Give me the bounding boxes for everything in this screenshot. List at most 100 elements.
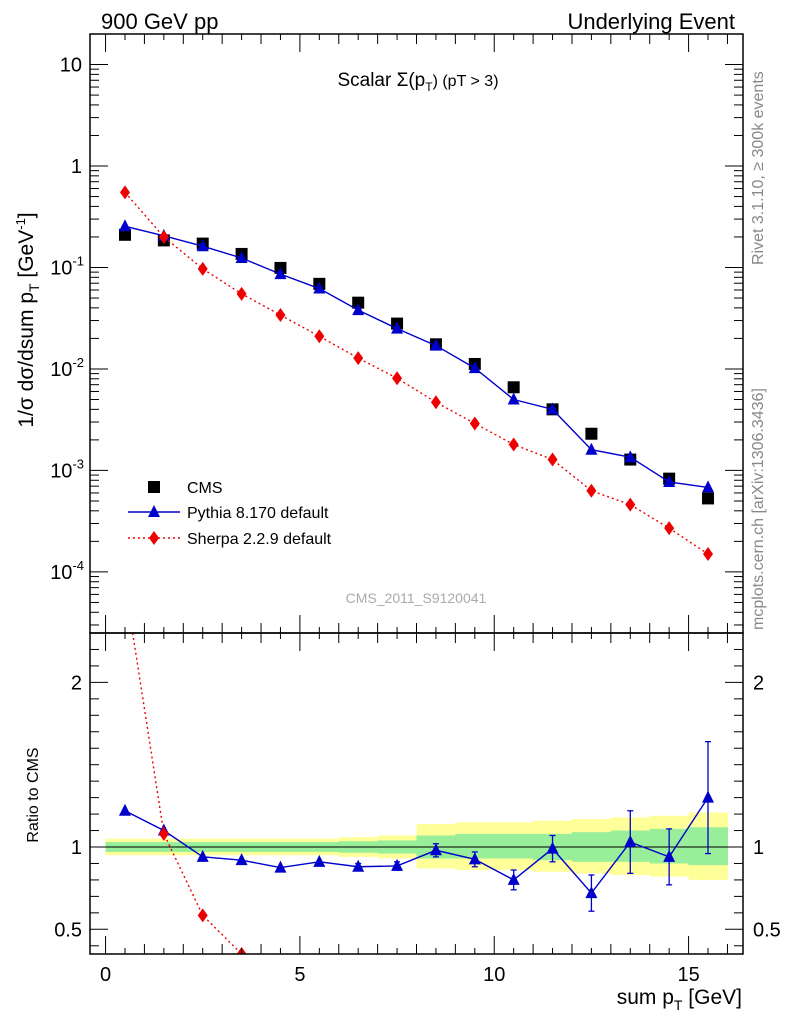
ratio-panel: 0.5 0.5 1 1 2 2 0 5 10 15 Ratio to CMS sum pT [G… [25, 577, 781, 1013]
xtick-label: 10 [483, 964, 505, 986]
data-point [197, 261, 208, 276]
data-point [429, 843, 442, 856]
legend-label: Sherpa 2.2.9 default [187, 531, 332, 548]
legend-label: CMS [187, 480, 223, 497]
ytick-label-right: 2 [753, 672, 764, 694]
data-point [352, 303, 365, 316]
xtick-label: 15 [677, 964, 699, 986]
data-point [120, 577, 130, 591]
data-point [585, 427, 598, 440]
header-right: Underlying Event [567, 9, 735, 34]
xlabel: sum pT [GeV] [617, 986, 742, 1013]
data-point [546, 841, 559, 854]
data-point [148, 505, 160, 517]
ratio-series [120, 577, 247, 954]
xtick-label: 5 [294, 964, 305, 986]
data-point [236, 286, 247, 301]
data-point [468, 361, 481, 374]
ytick-label: 10 [60, 55, 82, 77]
data-point [392, 371, 403, 386]
xtick-label: 0 [100, 964, 111, 986]
legend-label: Pythia 8.170 default [187, 505, 329, 522]
data-point [274, 860, 287, 873]
rivet-label: Rivet 3.1.10, ≥ 300k events [750, 71, 767, 265]
data-point [196, 239, 209, 252]
data-point [507, 872, 520, 885]
main-panel: 10-4 10-3 10-2 10-1 1 10 Scalar Σ(pT) (pT > 3… [13, 33, 744, 634]
ytick-label-right: 0.5 [753, 919, 781, 941]
data-point [625, 497, 636, 512]
legend: CMS Pythia 8.170 default Sherpa 2.2.9 defa… [128, 480, 332, 548]
series-line [124, 797, 709, 895]
data-point [148, 481, 160, 493]
data-point [235, 853, 248, 866]
data-point [508, 437, 519, 452]
data-point [546, 402, 559, 415]
data-point [547, 452, 558, 467]
ratio-ylabel: Ratio to CMS [25, 747, 42, 842]
data-point [702, 790, 715, 803]
data-point [313, 281, 326, 294]
band-green [494, 833, 534, 859]
ytick-label-right: 1 [753, 837, 764, 859]
ytick-label: 10-4 [50, 558, 84, 584]
ytick-label: 10-1 [50, 253, 84, 279]
main-ylabel: 1/σ dσ/dsum pT [GeV-1] [13, 212, 42, 427]
data-point [702, 480, 715, 493]
data-point [235, 251, 248, 264]
mcplots-label: mcplots.cern.ch [arXiv:1306.3436] [750, 388, 767, 630]
data-point [275, 308, 286, 323]
data-point [586, 483, 597, 498]
data-point [585, 442, 598, 455]
data-point [507, 392, 520, 405]
data-point [119, 185, 130, 200]
data-point [624, 835, 637, 848]
ratio-series [118, 740, 715, 912]
data-point [352, 296, 365, 309]
data-point [149, 531, 159, 545]
data-point [429, 338, 442, 351]
data-point [703, 547, 714, 562]
data-point [663, 474, 676, 487]
data-point [624, 450, 637, 463]
data-point [352, 859, 365, 872]
chart-title: Scalar Σ(pT) (pT > 3) [337, 70, 498, 94]
data-point [430, 395, 441, 410]
ratio-frame [89, 632, 744, 955]
series-line [124, 191, 709, 555]
data-point [274, 267, 287, 280]
data-point [468, 852, 481, 865]
series-diamond [119, 185, 714, 562]
data-point [313, 854, 326, 867]
data-point [469, 416, 480, 431]
data-point [118, 219, 131, 232]
data-point [391, 858, 404, 871]
ytick-label: 10-3 [50, 456, 84, 482]
data-point [507, 381, 520, 394]
data-point [118, 803, 131, 816]
data-point [158, 229, 169, 244]
series-line [131, 633, 243, 954]
data-point [664, 521, 675, 536]
data-point [314, 329, 325, 344]
data-point [585, 886, 598, 899]
ytick-label: 0.5 [54, 919, 82, 941]
series-line [124, 225, 709, 489]
data-point [702, 492, 715, 505]
data-point [118, 228, 131, 241]
ytick-label: 1 [71, 837, 82, 859]
data-point [391, 321, 404, 334]
series-triangle [118, 219, 715, 493]
series-square [118, 228, 715, 505]
data-point [663, 849, 676, 862]
watermark: CMS_2011_S9120041 [346, 590, 487, 606]
ytick-label: 1 [71, 156, 82, 178]
ytick-label: 2 [71, 672, 82, 694]
data-point [197, 908, 208, 923]
ytick-label: 10-2 [50, 355, 84, 381]
header-left: 900 GeV pp [101, 9, 218, 34]
data-point [196, 849, 209, 862]
data-point [353, 351, 364, 366]
data-point [158, 826, 169, 841]
